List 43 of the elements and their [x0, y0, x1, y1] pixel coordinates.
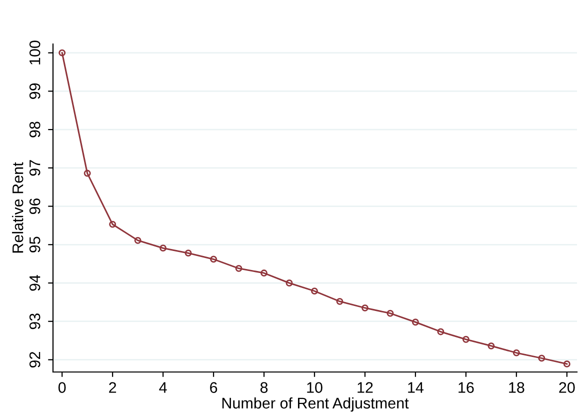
x-tick-label: 8 — [260, 382, 268, 393]
x-tick-label: 14 — [408, 382, 424, 393]
y-tick-label: 95 — [29, 236, 40, 252]
point — [210, 256, 218, 263]
point — [336, 298, 344, 305]
point — [184, 250, 192, 257]
y-tick-label: 97 — [29, 160, 40, 176]
point — [58, 49, 66, 56]
point — [412, 318, 419, 326]
point — [311, 288, 318, 295]
point — [260, 270, 268, 276]
point — [437, 328, 444, 336]
x-tick-label: 10 — [307, 382, 322, 393]
x-tick-label: 2 — [109, 382, 116, 393]
y-tick-label: 94 — [29, 274, 40, 291]
point — [538, 354, 546, 362]
y-tick-label: 96 — [29, 198, 40, 214]
point — [160, 244, 167, 252]
point — [235, 264, 242, 272]
x-tick-label: 18 — [509, 382, 524, 393]
point — [109, 220, 116, 228]
point — [362, 304, 368, 312]
x-tick-label: 4 — [159, 382, 167, 393]
point — [488, 342, 495, 350]
point — [286, 280, 293, 286]
x-axis-title: Number of Rent Adjustment — [222, 397, 409, 412]
y-tick-label: 99 — [29, 83, 40, 99]
x-tick-label: 6 — [210, 382, 218, 393]
x-tick-label: 20 — [559, 382, 575, 393]
y-tick-label: 98 — [29, 122, 40, 138]
point — [134, 236, 142, 244]
point — [462, 336, 470, 343]
y-tick-label: 92 — [29, 352, 40, 368]
x-tick-label: 16 — [458, 382, 474, 393]
point — [512, 349, 520, 356]
y-tick-label: 100 — [29, 40, 40, 64]
x-tick-label: 0 — [58, 382, 66, 393]
point — [386, 310, 394, 317]
point — [563, 360, 570, 368]
point — [84, 170, 91, 177]
y-axis-title: Relative Rent — [12, 162, 24, 253]
x-tick-label: 12 — [358, 382, 373, 393]
y-tick-label: 93 — [29, 314, 40, 330]
